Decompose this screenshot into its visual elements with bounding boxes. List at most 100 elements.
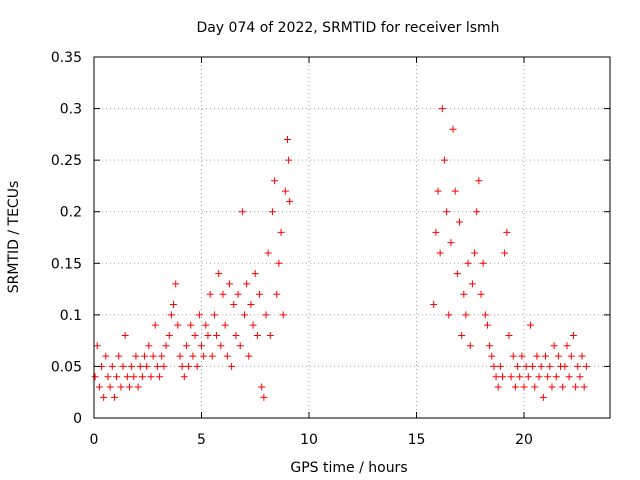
chart-title: Day 074 of 2022, SRMTID for receiver lsm…: [196, 20, 499, 36]
data-point: [230, 301, 238, 309]
data-point: [565, 373, 573, 381]
data-point: [228, 362, 236, 370]
data-point: [130, 373, 138, 381]
data-point: [544, 373, 552, 381]
data-point: [526, 321, 534, 329]
data-point: [531, 383, 539, 391]
data-point: [473, 208, 481, 216]
data-point: [554, 352, 562, 360]
data-point: [559, 383, 567, 391]
data-point: [264, 249, 272, 257]
data-point: [492, 373, 500, 381]
data-point: [520, 383, 528, 391]
data-point: [123, 373, 131, 381]
data-point: [104, 373, 112, 381]
data-point: [256, 290, 264, 298]
data-point: [436, 249, 444, 257]
data-point: [141, 352, 149, 360]
y-tick-label: 0.3: [60, 102, 82, 118]
data-point: [145, 342, 153, 350]
data-point: [93, 342, 101, 350]
data-point: [286, 197, 294, 205]
data-point: [430, 301, 438, 309]
data-point: [516, 373, 524, 381]
data-point: [215, 270, 223, 278]
data-point: [462, 311, 470, 319]
y-tick-label: 0: [73, 411, 82, 427]
data-point: [95, 383, 103, 391]
y-axis-tick-labels: 0 0.05 0.1 0.15 0.2 0.25 0.3 0.35: [51, 50, 82, 427]
data-point: [160, 362, 168, 370]
data-point: [108, 362, 116, 370]
data-point: [479, 259, 487, 267]
data-point: [468, 280, 476, 288]
data-point: [486, 342, 494, 350]
data-point: [221, 321, 229, 329]
data-point: [198, 342, 205, 350]
data-point: [189, 352, 197, 360]
data-point: [567, 352, 575, 360]
y-tick-label: 0.25: [51, 153, 82, 169]
gridlines: [94, 57, 610, 418]
data-point: [110, 393, 118, 401]
data-point: [113, 373, 121, 381]
data-point: [514, 362, 522, 370]
data-point: [563, 342, 571, 350]
x-axis-label: GPS time / hours: [290, 460, 407, 476]
data-point: [134, 383, 142, 391]
data-point: [546, 362, 554, 370]
data-point: [460, 290, 468, 298]
data-point: [243, 280, 251, 288]
data-point: [572, 383, 580, 391]
x-tick-label: 20: [515, 432, 533, 448]
data-point: [178, 362, 186, 370]
data-point: [542, 352, 549, 360]
data-point: [275, 259, 283, 267]
data-point: [548, 383, 556, 391]
data-point: [128, 362, 136, 370]
data-point: [106, 383, 114, 391]
data-point: [432, 228, 440, 236]
x-tick-label: 0: [90, 432, 99, 448]
data-point: [281, 187, 289, 195]
data-point: [225, 280, 233, 288]
data-point: [262, 311, 270, 319]
data-point: [241, 311, 248, 319]
data-point: [251, 270, 259, 278]
data-point: [143, 362, 151, 370]
data-point: [285, 156, 293, 164]
x-tick-label: 15: [408, 432, 426, 448]
data-point: [204, 331, 212, 339]
y-tick-label: 0.35: [51, 50, 82, 66]
data-point: [574, 362, 582, 370]
y-tick-label: 0.1: [60, 308, 82, 324]
data-point: [202, 321, 210, 329]
data-point: [238, 208, 246, 216]
data-point: [552, 373, 560, 381]
data-point: [185, 362, 193, 370]
data-point: [219, 290, 227, 298]
data-point: [115, 352, 123, 360]
data-point: [172, 280, 180, 288]
data-point: [165, 331, 173, 339]
data-point: [119, 362, 127, 370]
data-point: [268, 208, 276, 216]
x-tick-label: 10: [300, 432, 318, 448]
data-point: [170, 301, 178, 309]
data-point: [434, 187, 442, 195]
data-point: [232, 331, 240, 339]
data-point: [466, 342, 474, 350]
data-point: [483, 321, 491, 329]
data-point: [447, 239, 455, 247]
data-point: [511, 383, 519, 391]
data-point: [195, 311, 203, 319]
data-point: [578, 352, 586, 360]
data-point: [464, 259, 472, 267]
data-point: [456, 218, 463, 226]
data-point: [187, 321, 195, 329]
data-point: [438, 105, 446, 113]
data-point: [234, 290, 242, 298]
data-point: [156, 373, 164, 381]
data-point: [151, 321, 159, 329]
